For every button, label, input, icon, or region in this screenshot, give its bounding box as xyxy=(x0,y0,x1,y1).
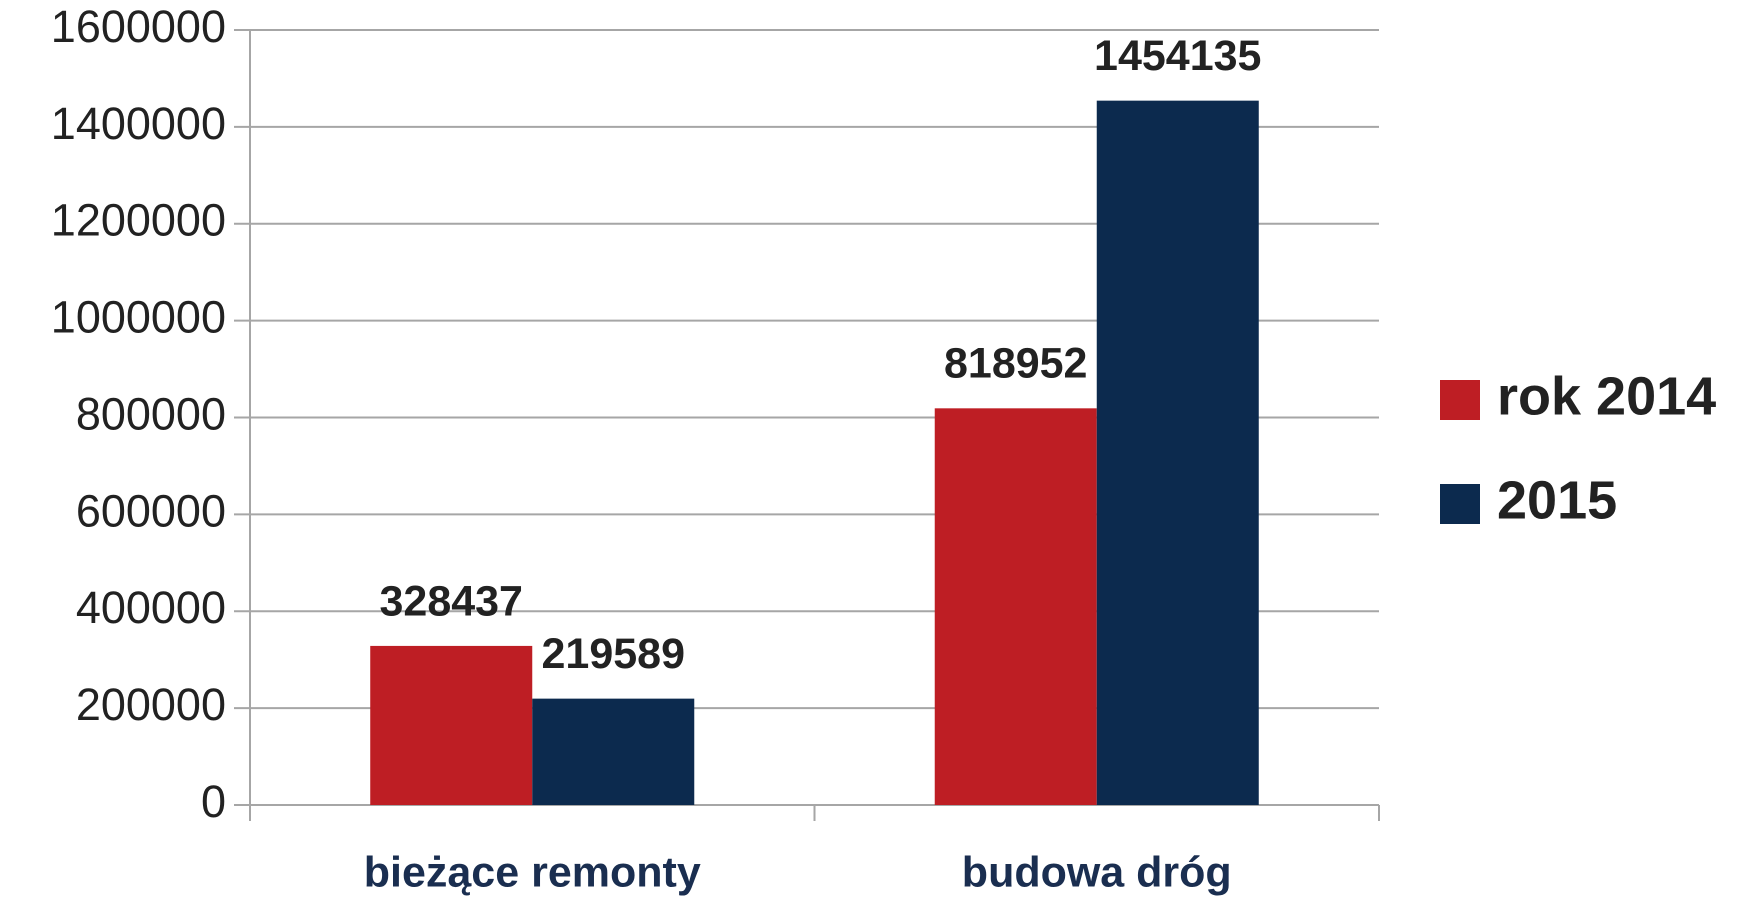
bar xyxy=(1096,100,1259,805)
bar xyxy=(370,645,533,805)
y-tick-label: 200000 xyxy=(76,679,226,730)
legend-label: 2015 xyxy=(1497,470,1617,530)
legend-swatch xyxy=(1440,380,1480,420)
x-tick-label: bieżące remonty xyxy=(364,848,701,896)
y-tick-label: 400000 xyxy=(76,582,226,633)
bar xyxy=(934,408,1097,805)
data-label: 818952 xyxy=(944,340,1088,388)
x-tick-label: budowa dróg xyxy=(962,848,1232,896)
data-label: 328437 xyxy=(379,577,523,625)
y-tick-label: 600000 xyxy=(76,485,226,536)
legend-label: rok 2014 xyxy=(1497,366,1716,426)
y-tick-label: 1400000 xyxy=(51,98,226,149)
y-tick-label: 0 xyxy=(201,776,226,827)
bar xyxy=(532,698,695,805)
y-tick-label: 800000 xyxy=(76,388,226,439)
y-tick-label: 1600000 xyxy=(51,1,226,52)
legend-swatch xyxy=(1440,484,1480,524)
y-tick-label: 1200000 xyxy=(51,195,226,246)
data-label: 219589 xyxy=(542,630,686,678)
data-label: 1454135 xyxy=(1094,32,1261,80)
y-tick-label: 1000000 xyxy=(51,292,226,343)
